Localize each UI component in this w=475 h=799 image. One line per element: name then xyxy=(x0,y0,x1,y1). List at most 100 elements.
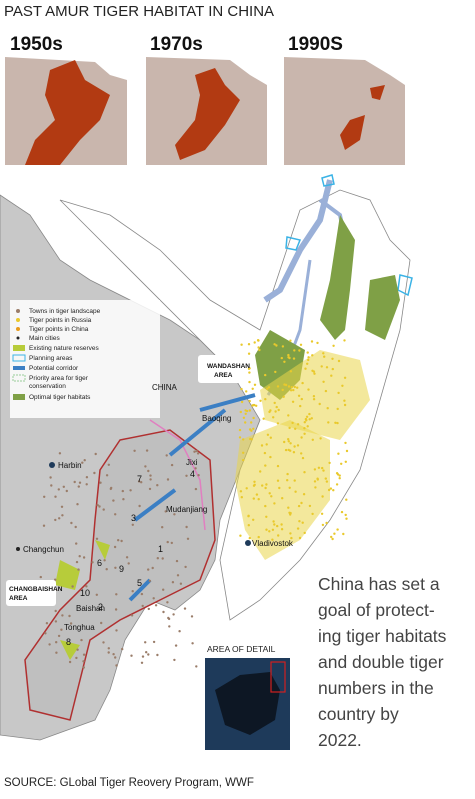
point xyxy=(334,421,337,424)
point xyxy=(330,535,333,539)
point xyxy=(194,487,198,491)
legend-label: Optimal tiger habitats xyxy=(29,394,91,401)
point xyxy=(240,387,243,391)
point xyxy=(168,625,171,628)
point xyxy=(140,592,144,596)
point xyxy=(105,474,109,477)
point xyxy=(289,339,292,342)
point xyxy=(331,537,334,541)
point xyxy=(310,417,313,420)
point xyxy=(265,528,268,531)
history-map xyxy=(146,57,267,165)
city-dot xyxy=(16,547,20,551)
point xyxy=(82,556,86,559)
point xyxy=(276,479,280,482)
point xyxy=(337,359,341,363)
area-number: 1 xyxy=(158,544,163,554)
point xyxy=(114,566,117,569)
point xyxy=(239,410,242,414)
point xyxy=(276,464,280,468)
point xyxy=(301,381,304,385)
point xyxy=(173,658,176,662)
point xyxy=(303,432,306,435)
decade-label: 1990S xyxy=(288,34,343,55)
point xyxy=(302,493,306,496)
point xyxy=(107,647,111,650)
area-number: 2 xyxy=(98,602,103,612)
point xyxy=(251,387,254,390)
point xyxy=(319,437,322,440)
point xyxy=(114,656,117,659)
point xyxy=(336,528,339,531)
point xyxy=(147,607,150,611)
point xyxy=(325,521,328,525)
point xyxy=(264,373,267,377)
point xyxy=(183,607,187,610)
point xyxy=(322,380,325,383)
point xyxy=(259,470,262,473)
point xyxy=(263,451,267,455)
point xyxy=(343,399,346,402)
point xyxy=(289,511,292,515)
point xyxy=(288,486,291,489)
point xyxy=(112,499,115,502)
point xyxy=(276,422,280,425)
point xyxy=(156,484,159,487)
point xyxy=(322,352,325,355)
point xyxy=(76,503,79,506)
point xyxy=(115,629,118,632)
point xyxy=(257,339,260,342)
city-label: Baishan xyxy=(76,604,105,613)
point xyxy=(129,489,132,492)
point xyxy=(289,442,292,445)
point xyxy=(341,384,344,387)
point xyxy=(343,403,347,407)
point xyxy=(294,427,297,430)
point xyxy=(156,557,159,560)
point xyxy=(156,653,159,657)
point xyxy=(303,427,306,430)
point xyxy=(301,521,304,524)
point xyxy=(103,559,106,562)
point xyxy=(311,438,314,441)
point xyxy=(308,418,311,421)
point xyxy=(345,498,348,501)
point xyxy=(298,536,302,540)
point xyxy=(117,539,120,542)
point xyxy=(269,409,272,412)
point xyxy=(262,417,265,420)
point xyxy=(171,581,175,584)
point xyxy=(293,445,296,448)
point xyxy=(291,400,295,403)
point xyxy=(57,488,60,491)
point xyxy=(49,476,52,479)
point xyxy=(112,653,115,656)
point xyxy=(185,525,188,529)
note-line: country by xyxy=(318,704,399,724)
point xyxy=(248,399,251,403)
point xyxy=(283,440,286,444)
point xyxy=(312,395,316,398)
point xyxy=(152,597,155,600)
point xyxy=(265,443,268,446)
point xyxy=(332,489,335,492)
point xyxy=(276,385,280,388)
point xyxy=(161,526,164,529)
point xyxy=(344,513,347,517)
point xyxy=(240,343,243,346)
area-number: 3 xyxy=(131,513,136,523)
point xyxy=(60,505,64,508)
point xyxy=(291,421,294,425)
legend-label: Potential corridor xyxy=(29,365,79,372)
point xyxy=(80,638,83,642)
legend-label: conservation xyxy=(29,383,66,390)
area-number: 7 xyxy=(137,474,142,484)
point xyxy=(130,654,133,657)
point xyxy=(54,620,58,623)
point xyxy=(337,391,340,395)
point xyxy=(73,480,76,484)
legend-label: Existing nature reserves xyxy=(29,345,99,352)
city-dot xyxy=(245,540,251,546)
point xyxy=(152,640,156,644)
point xyxy=(273,343,276,346)
